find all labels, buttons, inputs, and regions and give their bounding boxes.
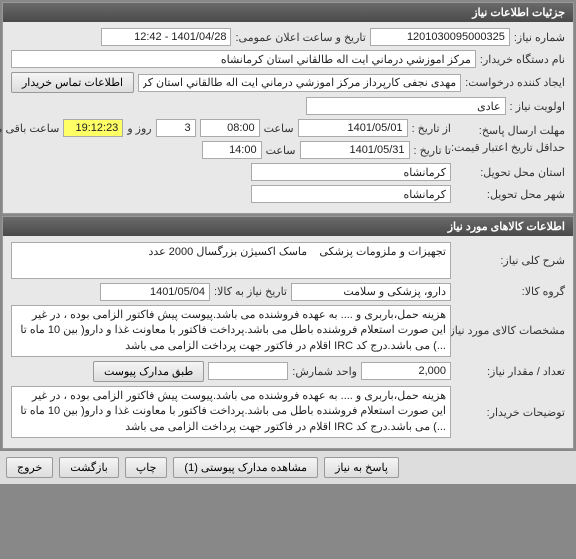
general-desc-field — [11, 242, 451, 279]
days-field — [156, 119, 196, 137]
creator-field — [138, 74, 461, 92]
need-date-field — [100, 283, 210, 301]
goods-header: اطلاعات کالاهای مورد نیاز — [3, 217, 573, 236]
attachments-spec-button[interactable]: طبق مدارک پیوست — [93, 361, 204, 382]
creator-label: ایجاد کننده درخواست: — [465, 76, 565, 89]
from-time-label: ساعت — [264, 122, 294, 135]
contact-buyer-button[interactable]: اطلاعات تماس خریدار — [11, 72, 134, 93]
general-desc-label: شرح کلی نیاز: — [455, 254, 565, 267]
goods-panel: اطلاعات کالاهای مورد نیاز شرح کلی نیاز: … — [2, 216, 574, 449]
buyer-note-field — [11, 386, 451, 438]
view-attachments-button[interactable]: مشاهده مدارک پیوستی (1) — [173, 457, 318, 478]
unit-label: واحد شمارش: — [292, 365, 357, 378]
price-deadline-label: حداقل تاریخ اعتبار قیمت: — [455, 141, 565, 154]
unit-field — [208, 362, 288, 380]
need-details-panel: جزئیات اطلاعات نیاز شماره نیاز: تاریخ و … — [2, 2, 574, 214]
buyer-label: نام دستگاه خریدار: — [480, 53, 565, 66]
buyer-field — [11, 50, 476, 68]
need-details-body: شماره نیاز: تاریخ و ساعت اعلان عمومی: نا… — [3, 22, 573, 213]
from-date-label: از تاریخ : — [412, 122, 451, 135]
delivery-city-label: شهر محل تحویل: — [455, 188, 565, 201]
need-number-label: شماره نیاز: — [514, 31, 565, 44]
delivery-city-field — [251, 185, 451, 203]
need-details-header: جزئیات اطلاعات نیاز — [3, 3, 573, 22]
from-time-field — [200, 119, 260, 137]
group-label: گروه کالا: — [455, 285, 565, 298]
days-label: روز و — [127, 122, 151, 135]
need-date-label: تاریخ نیاز به کالا: — [214, 285, 287, 298]
group-field — [291, 283, 451, 301]
qty-field — [361, 362, 451, 380]
action-button-row: پاسخ به نیاز مشاهده مدارک پیوستی (1) چاپ… — [0, 451, 576, 484]
priority-field — [306, 97, 506, 115]
from-date-field — [298, 119, 408, 137]
goods-body: شرح کلی نیاز: گروه کالا: تاریخ نیاز به ک… — [3, 236, 573, 448]
respond-button[interactable]: پاسخ به نیاز — [324, 457, 399, 478]
to-date-field — [300, 141, 410, 159]
priority-label: اولویت نیاز : — [510, 100, 565, 113]
spec-label: مشخصات کالای مورد نیاز: — [455, 324, 565, 337]
delivery-province-field — [251, 163, 451, 181]
remaining-label: ساعت باقی مانده — [0, 122, 59, 135]
buyer-note-label: توضیحات خریدار: — [455, 406, 565, 419]
countdown-field — [63, 119, 123, 137]
announce-label: تاریخ و ساعت اعلان عمومی: — [235, 31, 365, 44]
to-time-label: ساعت — [266, 144, 296, 157]
delivery-province-label: استان محل تحویل: — [455, 166, 565, 179]
exit-button[interactable]: خروج — [6, 457, 53, 478]
announce-field — [101, 28, 231, 46]
to-date-label: تا تاریخ : — [414, 144, 451, 157]
spec-field — [11, 305, 451, 357]
to-time-field — [202, 141, 262, 159]
print-button[interactable]: چاپ — [125, 457, 168, 478]
back-button[interactable]: بازگشت — [59, 457, 119, 478]
deadline-send-label: مهلت ارسال پاسخ: — [455, 124, 565, 137]
need-number-field — [370, 28, 510, 46]
qty-label: تعداد / مقدار نیاز: — [455, 365, 565, 378]
